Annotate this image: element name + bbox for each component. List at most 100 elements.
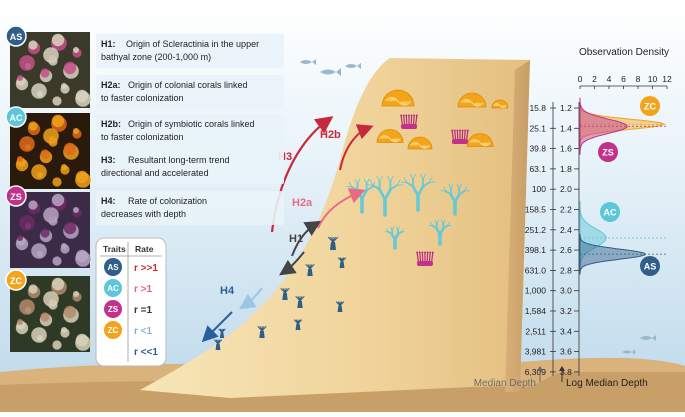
photo-texture-mark: [64, 143, 76, 155]
log-depth-tick: 2.6: [560, 245, 572, 255]
coral-tentacle-tip: [454, 130, 456, 132]
rate-value: r >>1: [134, 263, 158, 274]
photo-texture-mark: [52, 278, 64, 290]
photo-texture-mark: [61, 243, 67, 249]
photo-texture-mark: [17, 75, 23, 81]
log-depth-tick: 3.6: [560, 347, 572, 357]
photo-texture-mark: [52, 177, 61, 186]
coral-base: [401, 124, 417, 129]
photo-texture-mark: [31, 164, 47, 180]
log-depth-tick: 2.4: [560, 225, 572, 235]
coral-tentacle-tip: [416, 252, 418, 254]
log-depth-tick: 3.0: [560, 286, 572, 296]
photo-texture-mark: [19, 55, 35, 71]
photo-texture-mark: [43, 291, 59, 307]
photo-texture-mark: [52, 340, 61, 349]
coral-stalk: [307, 269, 312, 276]
traits-table-row: r <<1: [134, 347, 158, 358]
density-tick-label: 2: [592, 74, 597, 84]
log-depth-tick: 1.8: [560, 164, 572, 174]
photo-texture-mark: [19, 136, 35, 152]
coral-photo-as: AS: [6, 26, 91, 108]
coral-tentacle: [429, 253, 430, 262]
coral-base: [452, 139, 468, 144]
median-depth-tick: 39.8: [529, 144, 546, 154]
coral-tentacle: [464, 131, 465, 140]
photo-texture-mark: [52, 34, 64, 46]
coral-stalk: [338, 306, 343, 312]
photo-texture-mark: [17, 156, 23, 162]
hypothesis-text: directional and accelerated: [101, 168, 209, 178]
coral-tentacle-tip: [432, 252, 434, 254]
density-title: Observation Density: [579, 47, 669, 58]
coral-tentacle-tip: [456, 130, 458, 132]
rate-value: r <1: [134, 326, 153, 337]
h2b-label: H2b: [320, 129, 341, 141]
median-depth-tick: 63.1: [529, 164, 546, 174]
coral-stalk: [340, 262, 345, 268]
coral-tentacle-tip: [400, 115, 402, 117]
log-depth-tick: 1.4: [560, 123, 572, 133]
trait-badge-label: AC: [10, 113, 23, 123]
hypothesis-text: Origin of colonial corals linked: [128, 80, 248, 90]
photo-texture-mark: [19, 299, 35, 315]
photo-texture-mark: [40, 312, 49, 321]
median-depth-label: Median Depth: [474, 378, 536, 389]
coral-tentacle-tip: [416, 115, 418, 117]
traits-header: Traits: [103, 244, 126, 254]
hypothesis-text: Rate of colonization: [128, 196, 207, 206]
coral-photo-ac: AC: [6, 107, 91, 189]
photo-texture-mark: [73, 128, 79, 134]
hypothesis-label: H2b:: [101, 119, 121, 129]
trait-badge-label: ZC: [108, 326, 119, 335]
coral-tentacle: [404, 116, 405, 125]
coral-stalk: [216, 344, 221, 350]
coral-stalk: [259, 331, 264, 338]
coral-stalk: [282, 293, 287, 300]
log-depth-tick: 2.2: [560, 205, 572, 215]
density-badge-label: AC: [604, 208, 617, 218]
log-depth-tick: 2.0: [560, 184, 572, 194]
hypothesis-item: H2b:Origin of symbiotic corals linkedto …: [96, 114, 284, 148]
density-tick-label: 4: [607, 74, 612, 84]
density-badge-label: ZS: [602, 148, 614, 158]
coral-photo-zc: ZC: [6, 270, 91, 352]
photo-texture-mark: [76, 90, 88, 102]
median-depth-tick: 1,584: [525, 306, 547, 316]
log-depth-tick: 1.2: [560, 103, 572, 113]
photo-texture-mark: [52, 115, 64, 127]
photo-texture-mark: [73, 291, 79, 297]
photo-texture-mark: [73, 207, 79, 213]
hypothesis-text: Resultant long-term trend: [128, 155, 230, 165]
density-tick-label: 10: [648, 74, 658, 84]
h4-label: H4: [220, 285, 235, 297]
h2a-label: H2a: [292, 197, 313, 209]
coral-tentacle: [455, 131, 456, 140]
coral-base: [417, 261, 433, 266]
photo-texture-mark: [40, 228, 49, 237]
coral-tentacle-tip: [403, 115, 405, 117]
photo-texture-mark: [61, 164, 67, 170]
photo-texture-mark: [43, 207, 59, 223]
log-depth-tick: 1.6: [560, 144, 572, 154]
median-depth-tick: 6,309: [525, 367, 547, 377]
trait-badge-label: AC: [107, 284, 119, 293]
hypothesis-item: H3: Resultant long-term trend directional …: [96, 150, 284, 184]
coral-stalk: [297, 301, 302, 308]
hypothesis-label: H3:: [101, 155, 116, 165]
photo-texture-mark: [17, 235, 23, 241]
photo-texture-mark: [40, 149, 49, 158]
photo-texture-mark: [40, 68, 49, 77]
coral-tentacle-tip: [413, 115, 415, 117]
coral-tentacle-tip: [464, 130, 466, 132]
coral-tentacle-tip: [459, 130, 461, 132]
photo-texture-mark: [28, 284, 37, 293]
photo-texture-mark: [64, 306, 76, 318]
density-tick-label: 0: [578, 74, 583, 84]
coral-tentacle-tip: [427, 252, 429, 254]
photo-texture-mark: [43, 47, 59, 63]
